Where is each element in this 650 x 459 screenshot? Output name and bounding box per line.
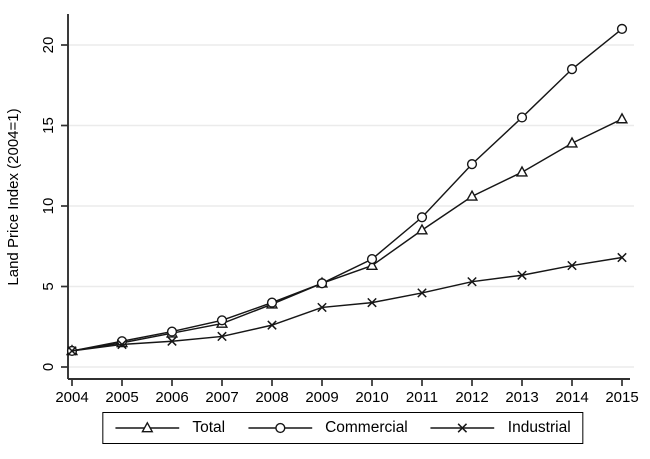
commercial-circle-marker [516,112,528,123]
series-line-commercial [71,28,623,352]
industrial-x-marker [317,302,327,313]
legend-x-glyph [458,423,468,433]
commercial-circle-marker [116,336,128,347]
series-line-total [71,118,623,352]
legend-label-commercial: Commercial [325,419,408,436]
series-line-industrial [71,256,623,352]
industrial-x-marker [417,288,427,298]
series-total [65,112,629,356]
x-tick-label: 2005 [105,389,138,406]
legend-label-industrial: Industrial [507,419,571,436]
x-tick-label: 2010 [355,389,388,406]
x-tick-label: 2006 [155,389,188,406]
commercial-circle-marker [366,254,378,265]
commercial-circle-marker [616,23,628,35]
x-tick-label: 2008 [255,389,288,406]
industrial-x-marker-icon [430,423,495,433]
industrial-x-marker [617,252,627,263]
industrial-x-marker [167,336,177,346]
x-tick-label: 2014 [555,389,588,406]
x-tick-label: 2015 [605,389,638,406]
commercial-circle-marker [316,278,328,289]
industrial-x-marker [367,297,377,308]
industrial-x-marker [517,270,527,280]
total-triangle-marker-icon [115,421,180,433]
y-tick-label: 0 [40,363,57,371]
y-axis-title: Land Price Index (2004=1) [5,108,22,285]
legend-item-industrial: Industrial [430,419,571,436]
x-tick-label: 2007 [205,389,238,406]
series-commercial [66,23,628,357]
legend-label-total: Total [192,419,226,436]
grid-lines [68,44,634,368]
total-triangle-marker [615,112,629,124]
legend-circle-glyph [274,422,286,433]
industrial-x-marker [67,346,77,356]
y-tick-label: 10 [40,198,57,215]
commercial-circle-marker [416,212,428,223]
commercial-circle-marker [466,159,478,170]
commercial-circle-marker [216,315,228,326]
legend-triangle-glyph [141,421,154,433]
series-industrial [67,252,627,356]
commercial-circle-marker [166,326,178,337]
industrial-x-marker [117,339,127,350]
data-series [65,23,629,357]
total-triangle-marker [415,223,429,235]
axes: 0 5 10 15 20 2004 2005 2006 2007 2008 2009 2010 2011… [40,14,639,406]
legend: Total Commercial Industrial [102,412,584,444]
y-tick-label: 15 [40,117,57,134]
y-tick-label: 20 [40,37,57,54]
industrial-x-marker [217,331,227,342]
commercial-circle-marker [266,297,278,308]
x-tick-label: 2011 [406,389,438,406]
y-tick-label: 5 [40,282,57,290]
legend-item-total: Total [115,420,225,436]
industrial-x-marker [267,320,277,330]
commercial-circle-marker [566,64,578,75]
commercial-circle-marker-icon [248,422,313,433]
total-triangle-marker [565,136,579,148]
industrial-x-marker [467,276,477,287]
total-triangle-marker [515,165,529,177]
x-tick-label: 2013 [505,389,538,406]
legend-item-commercial: Commercial [248,420,408,436]
industrial-x-marker [567,260,577,271]
x-tick-label: 2009 [305,389,338,406]
x-tick-label: 2012 [455,389,488,406]
x-tick-label: 2004 [55,389,88,406]
total-triangle-marker [465,189,479,201]
total-triangle-marker [365,258,379,270]
